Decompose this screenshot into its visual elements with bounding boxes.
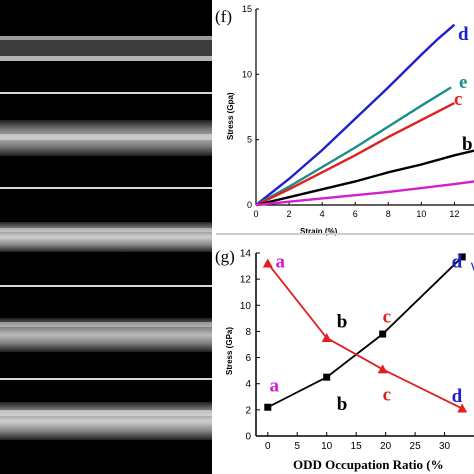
x-tick-label-g: 10 [321,441,333,452]
x-tick-label-f: 10 [416,209,426,219]
x-axis-title-f: Strain (%) [300,227,338,236]
panel-divider [216,233,474,235]
data-point-square [323,373,331,381]
chart-g: (g) 0 5 10 15 20 25 30 0 2 4 6 8 10 12 14 a a b b c c d d \ OD… [215,233,474,472]
x-tick-label-g: 30 [439,441,451,452]
y-tick-label-f: 15 [242,4,252,14]
chart-f: (f) 02468101214051015 Strain (%) Stress … [215,4,474,236]
y-tick-label-g: 8 [245,327,251,338]
series-line-d [255,23,456,206]
y-tick-label-g: 6 [245,353,251,364]
x-tick-label-g: 5 [294,441,300,452]
point-annotation: d [452,251,463,272]
x-tick-label-g: 25 [410,441,422,452]
data-point-square [264,403,272,411]
y-tick-label-g: 12 [240,275,252,286]
x-tick-label-f: 4 [320,209,325,219]
y-tick-label-f: 10 [242,69,252,79]
ticks-f: 02468101214051015 [242,4,459,219]
x-tick-label-f: 6 [353,209,358,219]
fiber-body [0,40,212,56]
series-label-d: d [458,24,469,45]
panel-label-f: (f) [215,7,232,26]
point-annotation: b [337,312,348,333]
y-tick-label-f: 0 [247,200,252,210]
x-tick-label-f: 0 [253,209,258,219]
series-line-c [255,102,455,207]
fiber-edge [0,56,212,61]
x-tick-label-f: 8 [386,209,391,219]
y-tick-label-g: 2 [245,405,251,416]
point-annotation: \ [470,259,474,280]
data-point-triangle [457,403,468,413]
series-line-g-1 [267,262,463,410]
y-tick-label-g: 14 [240,249,252,260]
x-tick-label-g: 15 [351,441,363,452]
data-point-square [379,330,387,338]
y-axis-title-f: Stress (Gpa) [226,92,235,140]
point-annotation: a [270,376,280,397]
series-g [262,253,468,413]
y-tick-label-f: 5 [247,135,252,145]
fiber-edge [0,36,212,40]
y-axis-title-g: Stress (GPa) [225,327,234,375]
data-point-triangle [321,332,332,342]
x-tick-label-f: 2 [287,209,292,219]
annotations-g: a a b b c c d d \ [270,251,474,414]
fiber-body [0,402,212,440]
y-tick-label-g: 10 [240,301,252,312]
fiber-body [0,222,212,252]
series-line-e [255,86,452,207]
y-tick-label-g: 4 [245,379,251,390]
panel-label-g: (g) [215,247,235,266]
x-tick-label-g: 0 [265,441,271,452]
series-label-b: b [462,134,473,155]
x-axis-title-g: ODD Occupation Ratio (% [293,457,444,472]
x-tick-label-g: 20 [380,441,392,452]
x-tick-label-f: 12 [449,209,459,219]
series-line-b [255,149,474,207]
point-annotation: c [383,385,391,406]
data-point-square [458,253,466,261]
point-annotation: b [337,394,348,415]
ticks-g: 0 5 10 15 20 25 30 0 2 4 6 8 10 12 14 [240,249,451,453]
series-label-e: e [459,72,467,93]
sem-image-panel [0,0,212,474]
point-annotation: d [452,386,463,407]
point-annotation: a [275,251,285,272]
series-label-c: c [454,89,462,110]
data-point-triangle [262,258,273,268]
sem-strips [0,36,212,440]
point-annotation: c [383,306,391,327]
series-f [255,23,474,207]
y-tick-label-g: 0 [245,432,251,443]
series-line-g-0 [267,256,463,409]
data-point-triangle [377,364,388,374]
series-line-a [255,180,474,207]
